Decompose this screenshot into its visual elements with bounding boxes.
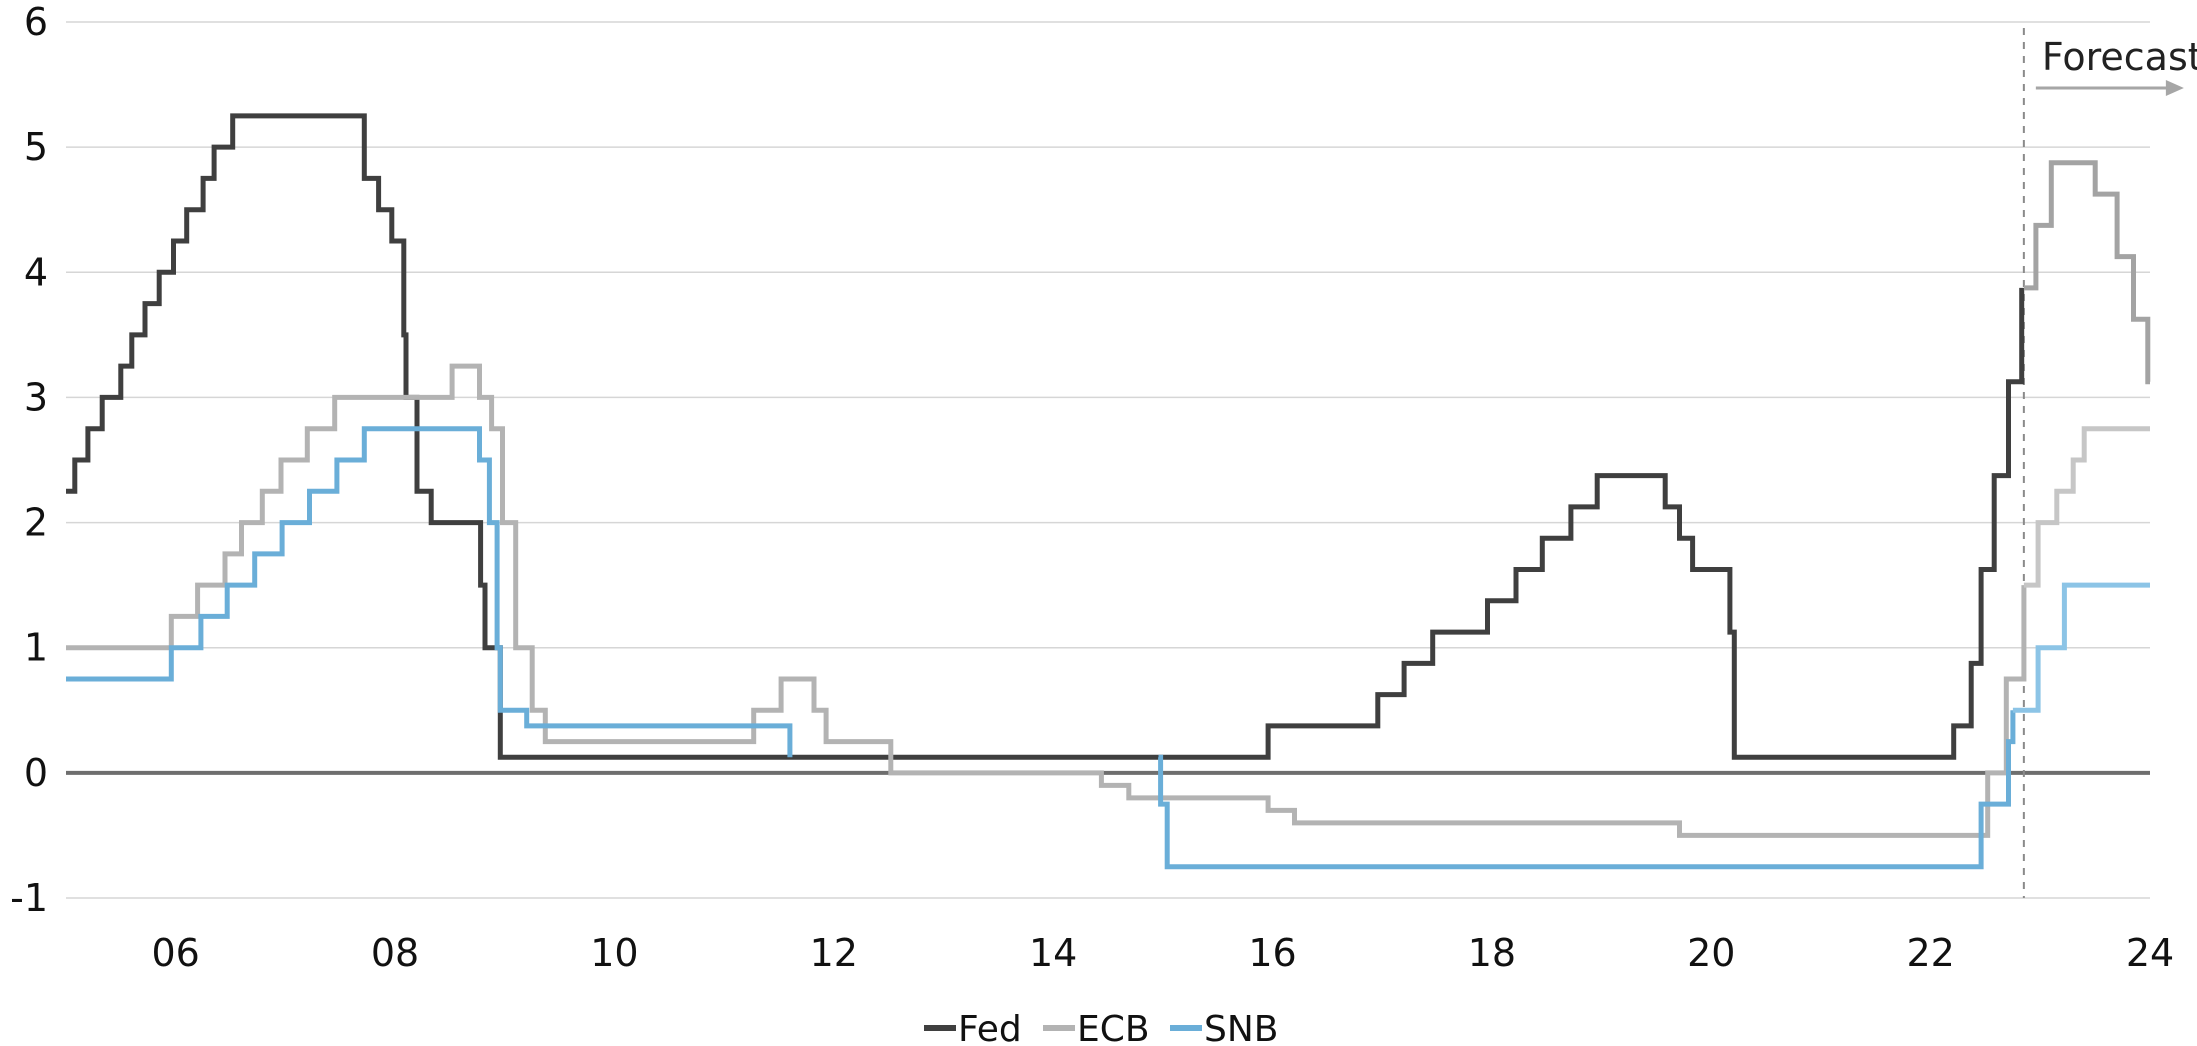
series-line-snb (66, 426, 2016, 870)
y-tick-label: 3 (24, 375, 48, 419)
x-tick-label: 06 (152, 931, 200, 975)
series-line-ecb-forecast (2023, 426, 2150, 588)
series-line-snb-forecast (2012, 582, 2150, 713)
grid-lines (66, 21, 2150, 899)
y-tick-label: 5 (24, 125, 48, 169)
forecast-marker: Forecast (2022, 28, 2197, 898)
x-tick-label: 24 (2126, 931, 2174, 975)
y-tick-label: 1 (24, 626, 48, 670)
series-line-fed (66, 113, 2025, 760)
series-lines (66, 113, 2151, 870)
legend: Fed ECB SNB (924, 1009, 1278, 1046)
x-tick-label: 18 (1468, 931, 1516, 975)
x-tick-label: 10 (590, 931, 638, 975)
y-tick-label: -1 (10, 876, 48, 920)
legend-label-snb: SNB (1204, 1009, 1278, 1046)
x-tick-label: 20 (1687, 931, 1735, 975)
series-line-fed-forecast (2023, 160, 2151, 385)
y-tick-label: 4 (24, 250, 48, 294)
y-tick-label: 6 (24, 0, 48, 44)
series-line-ecb (66, 363, 2027, 838)
legend-label-fed: Fed (958, 1009, 1022, 1046)
x-tick-label: 14 (1029, 931, 1077, 975)
x-tick-label: 16 (1248, 931, 1296, 975)
y-tick-label: 2 (24, 501, 48, 545)
x-tick-label: 12 (810, 931, 858, 975)
x-tick-label: 22 (1906, 931, 1954, 975)
forecast-label: Forecast (2042, 35, 2197, 79)
forecast-arrow-head (2165, 80, 2184, 96)
x-axis: 06 08 10 12 14 16 18 20 22 24 (152, 931, 2175, 975)
y-tick-label: 0 (24, 751, 48, 795)
legend-label-ecb: ECB (1077, 1009, 1150, 1046)
x-tick-label: 08 (371, 931, 419, 975)
y-axis: -1 0 1 2 3 4 5 6 (10, 0, 48, 920)
